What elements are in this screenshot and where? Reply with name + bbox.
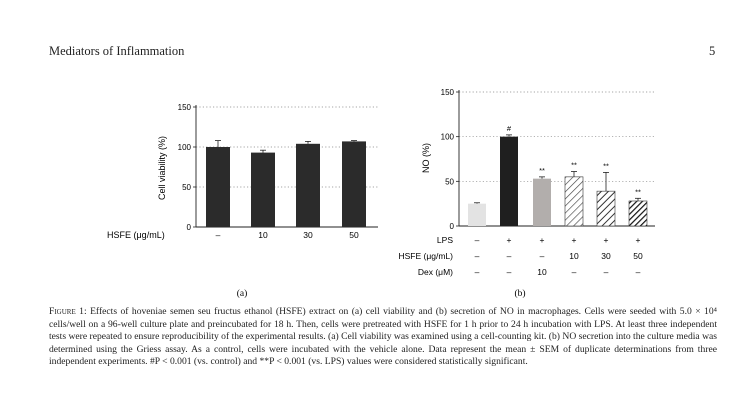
row-value: – xyxy=(475,251,480,261)
row-label: HSFE (μg/mL) xyxy=(399,251,454,261)
x-category-label: 30 xyxy=(303,230,313,240)
row-value: – xyxy=(475,235,480,245)
bar xyxy=(533,178,551,226)
significance-mark: ** xyxy=(539,166,545,175)
y-tick-label: 0 xyxy=(450,222,455,231)
x-category-label: 50 xyxy=(349,230,359,240)
bar xyxy=(251,152,275,227)
y-tick-label: 50 xyxy=(182,183,191,192)
figure: Cell viability (%) HSFE (μg/mL) (a) 0 50 1… xyxy=(107,88,655,299)
page-number: 5 xyxy=(709,44,716,58)
bar xyxy=(206,147,230,227)
row-value: 30 xyxy=(601,251,611,261)
significance-mark: ** xyxy=(635,187,641,196)
row-value: + xyxy=(604,235,609,245)
x-category-label: 10 xyxy=(258,230,268,240)
y-tick-label: 50 xyxy=(445,177,454,186)
bar xyxy=(500,136,518,226)
bar xyxy=(564,176,584,227)
bar xyxy=(628,200,648,227)
row-value: + xyxy=(572,235,577,245)
panel-b-chart: NO (%) (b) 0 50 100 150 # ** ** ** ** LPS – + + + + + HS… xyxy=(399,88,655,299)
bar xyxy=(468,203,486,226)
significance-mark: ** xyxy=(571,161,577,170)
row-value: – xyxy=(507,251,512,261)
panel-a-chart: Cell viability (%) HSFE (μg/mL) (a) 0 50 1… xyxy=(107,103,378,299)
panel-b-label: (b) xyxy=(514,288,525,299)
row-value: – xyxy=(475,267,480,277)
figure-caption: Figure 1: Effects of hoveniae semen seu … xyxy=(49,306,717,369)
panel-a-label: (a) xyxy=(237,288,248,299)
bar xyxy=(342,141,366,227)
journal-title: Mediators of Inflammation xyxy=(49,44,185,58)
row-value: – xyxy=(507,267,512,277)
y-tick-label: 0 xyxy=(187,223,192,232)
caption-label: Figure 1: xyxy=(49,306,87,317)
row-value: – xyxy=(572,267,577,277)
row-value: + xyxy=(540,235,545,245)
bar xyxy=(296,143,320,227)
y-tick-label: 100 xyxy=(178,143,192,152)
y-tick-label: 150 xyxy=(441,88,455,97)
row-label: Dex (μM) xyxy=(418,267,453,277)
caption-text: Effects of hoveniae semen seu fructus et… xyxy=(49,306,717,368)
row-value: 10 xyxy=(569,251,579,261)
significance-mark: ** xyxy=(603,161,609,170)
y-tick-label: 150 xyxy=(178,103,192,112)
x-category-label: – xyxy=(216,230,221,240)
bar xyxy=(596,190,616,227)
row-value: – xyxy=(604,267,609,277)
row-value: – xyxy=(540,251,545,261)
row-value: + xyxy=(636,235,641,245)
panel-b-ylabel: NO (%) xyxy=(421,143,431,173)
row-value: – xyxy=(636,267,641,277)
y-tick-label: 100 xyxy=(441,133,455,142)
panel-a-row-label: HSFE (μg/mL) xyxy=(107,230,165,240)
significance-mark: # xyxy=(507,124,512,133)
row-label: LPS xyxy=(437,235,453,245)
row-value: + xyxy=(507,235,512,245)
row-value: 10 xyxy=(537,267,547,277)
row-value: 50 xyxy=(633,251,643,261)
panel-a-ylabel: Cell viability (%) xyxy=(157,136,167,200)
